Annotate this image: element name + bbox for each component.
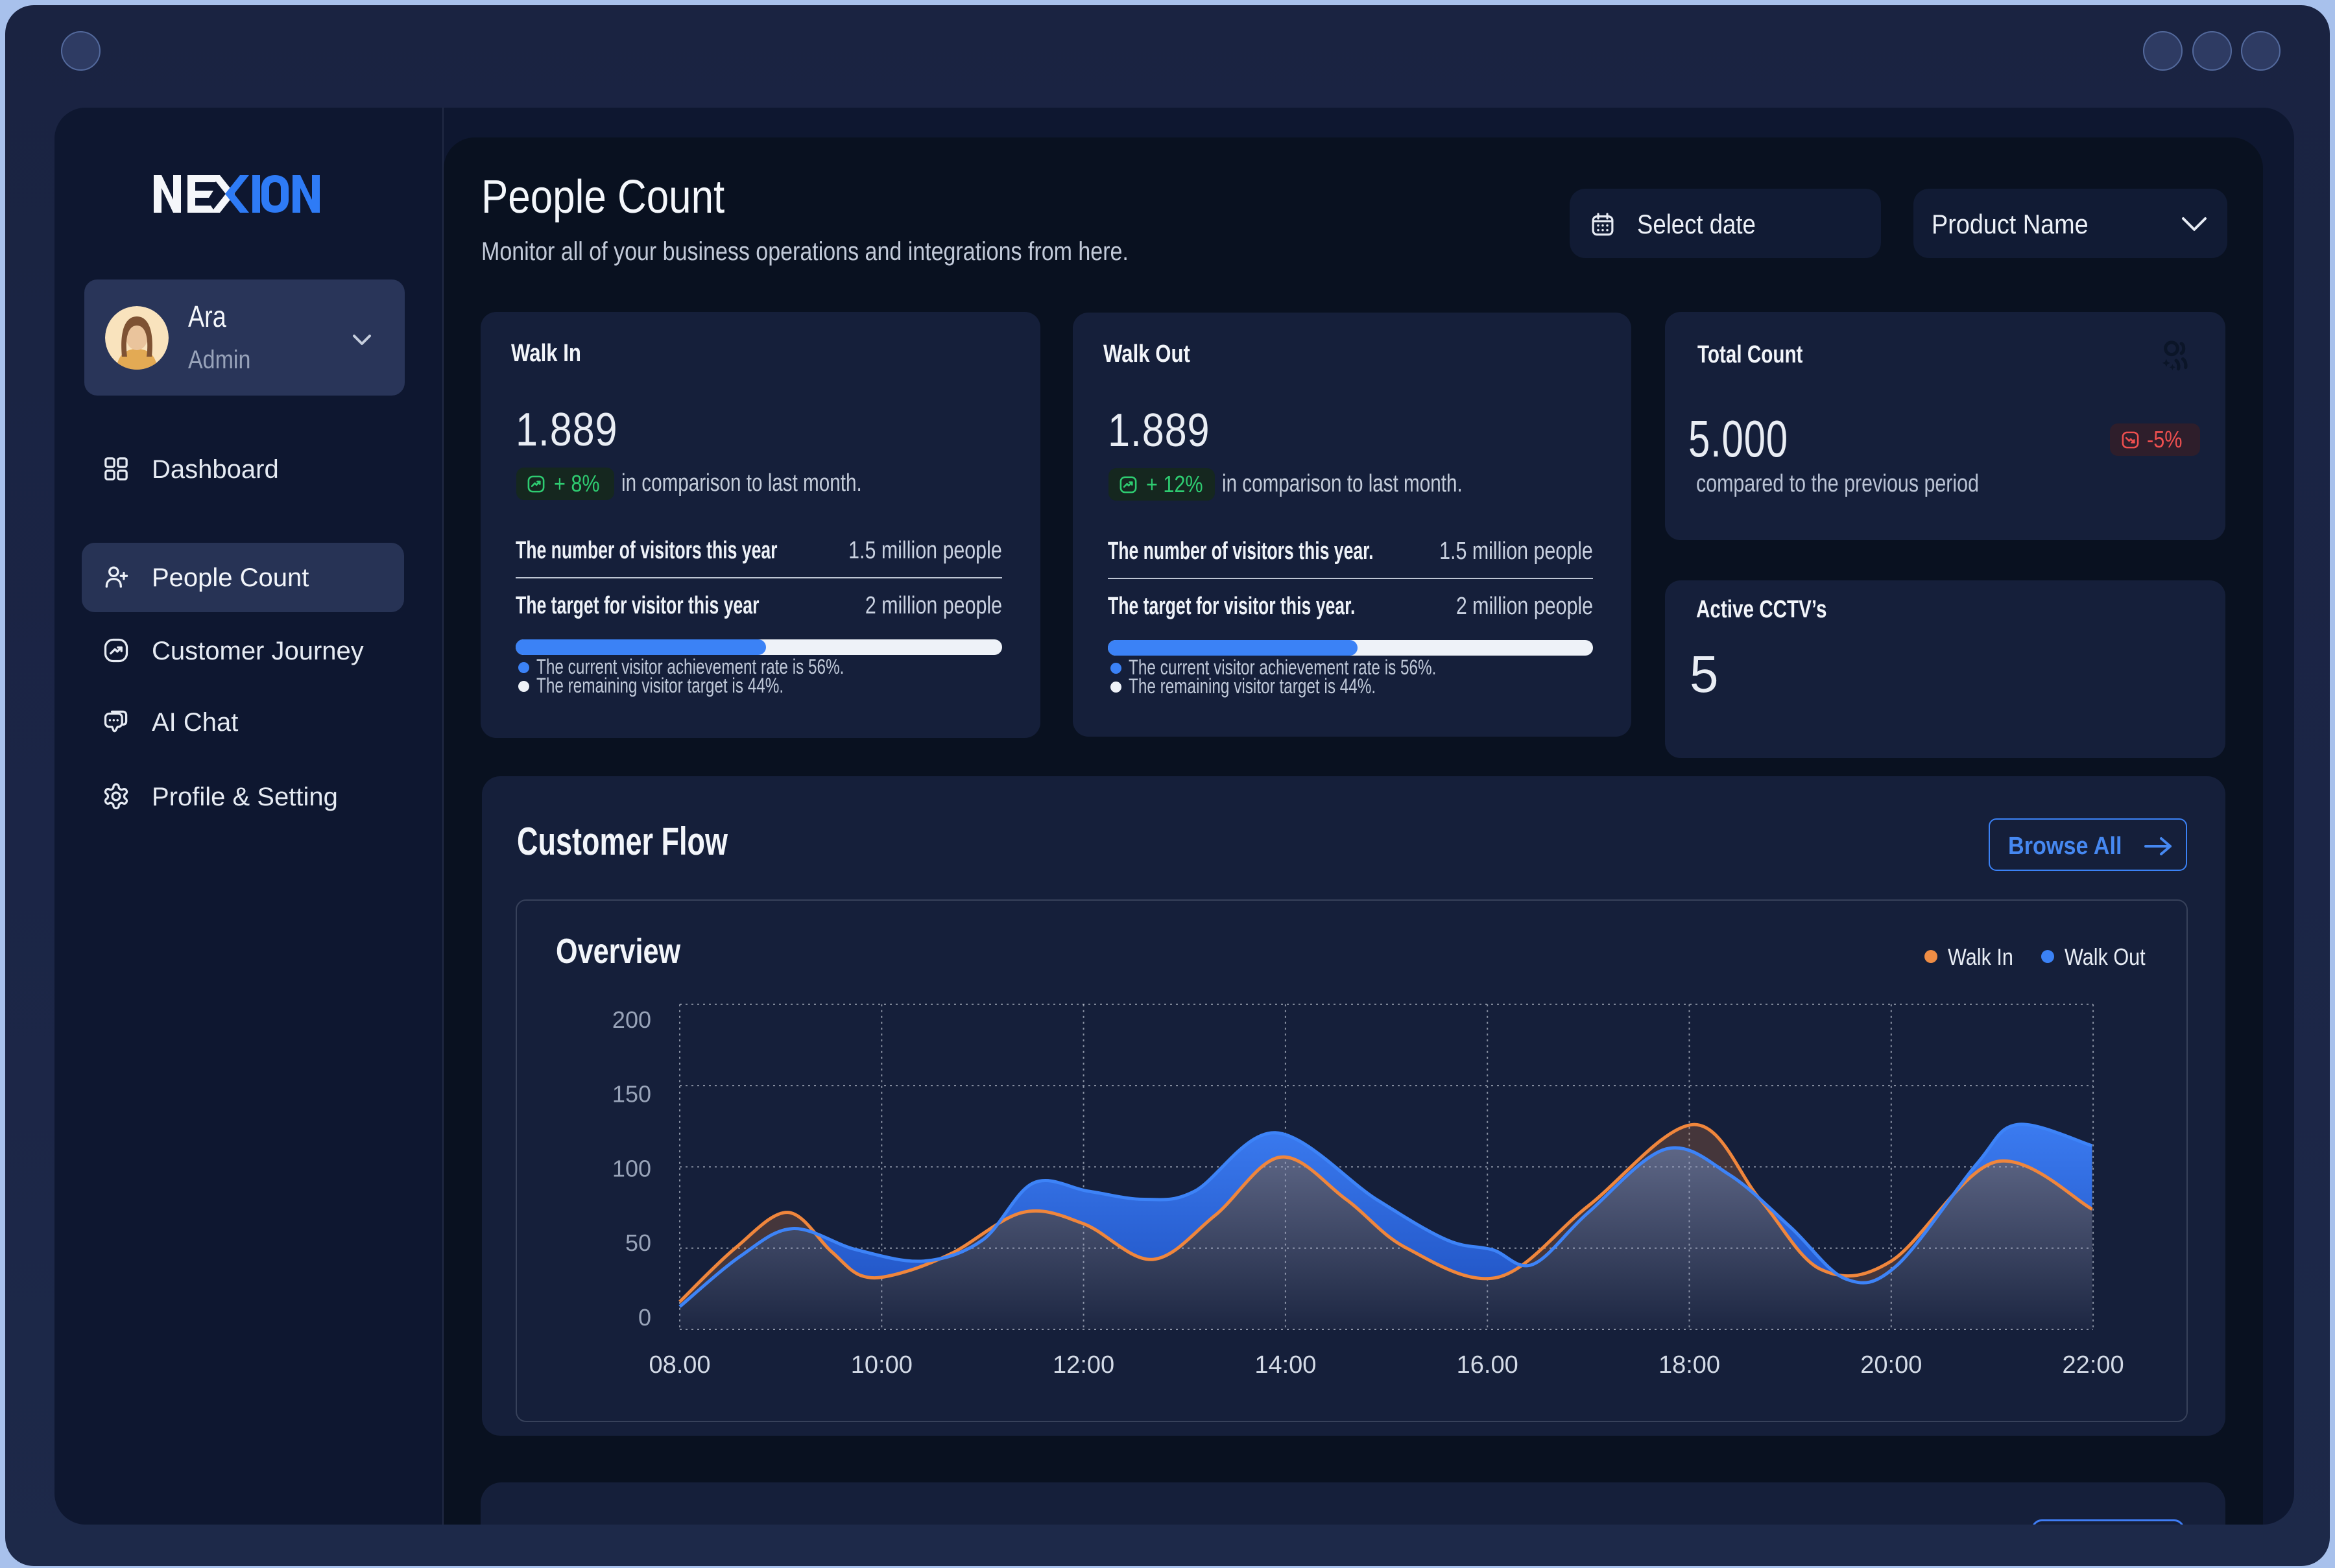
svg-text:100: 100 xyxy=(612,1156,651,1182)
svg-text:20:00: 20:00 xyxy=(1860,1351,1922,1379)
svg-text:18:00: 18:00 xyxy=(1658,1351,1720,1379)
svg-text:200: 200 xyxy=(612,1006,651,1033)
svg-text:14:00: 14:00 xyxy=(1254,1351,1316,1379)
svg-text:16.00: 16.00 xyxy=(1457,1351,1518,1379)
svg-text:22:00: 22:00 xyxy=(2063,1351,2124,1379)
svg-text:10:00: 10:00 xyxy=(851,1351,913,1379)
svg-text:12:00: 12:00 xyxy=(1053,1351,1114,1379)
svg-text:08.00: 08.00 xyxy=(649,1351,710,1379)
svg-text:50: 50 xyxy=(625,1229,651,1256)
svg-text:0: 0 xyxy=(638,1304,651,1331)
svg-text:150: 150 xyxy=(612,1081,651,1108)
